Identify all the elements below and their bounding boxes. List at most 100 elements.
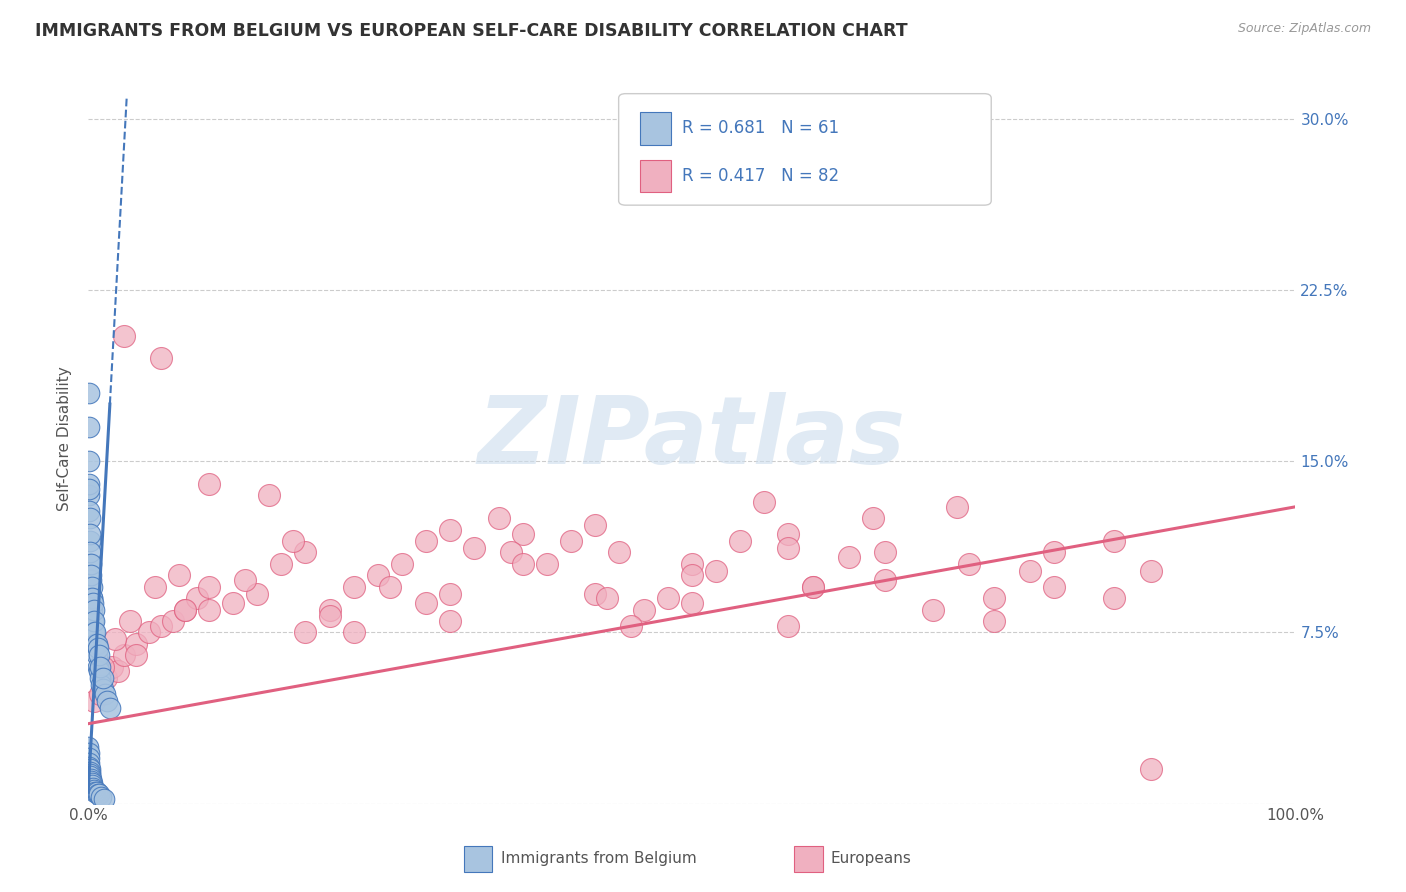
Point [80, 776, 103, 790]
Point [983, 591, 1005, 606]
Point [560, 534, 582, 549]
Point [1043, 545, 1066, 559]
Point [838, 549, 860, 564]
Point [620, 618, 643, 632]
Point [198, 477, 221, 491]
Point [94, 687, 117, 701]
Point [512, 527, 534, 541]
Text: ZIPatlas: ZIPatlas [478, 392, 905, 484]
Point [439, 614, 461, 628]
Point [499, 545, 522, 559]
Point [91, 671, 114, 685]
Point [82, 591, 104, 606]
Point [596, 591, 619, 606]
Point [86, 648, 108, 663]
Point [946, 500, 969, 514]
Point [84, 785, 107, 799]
Point [79, 769, 101, 783]
Point [87, 664, 110, 678]
Point [873, 573, 896, 587]
Point [583, 518, 606, 533]
Point [77, 739, 100, 754]
Point [87, 659, 110, 673]
Point [873, 545, 896, 559]
Point [79, 545, 101, 559]
Point [681, 557, 703, 571]
Text: R = 0.681   N = 61: R = 0.681 N = 61 [682, 120, 839, 137]
Point [80, 573, 103, 587]
Point [90, 789, 112, 804]
Point [536, 557, 558, 571]
Point [270, 557, 292, 571]
Point [96, 694, 118, 708]
Point [87, 788, 110, 802]
Point [778, 541, 800, 555]
Text: IMMIGRANTS FROM BELGIUM VS EUROPEAN SELF-CARE DISABILITY CORRELATION CHART: IMMIGRANTS FROM BELGIUM VS EUROPEAN SELF… [35, 22, 908, 40]
Point [378, 580, 401, 594]
Point [149, 351, 172, 366]
Point [609, 545, 631, 559]
Point [167, 568, 190, 582]
Point [439, 586, 461, 600]
Point [125, 637, 148, 651]
Text: Europeans: Europeans [831, 852, 912, 866]
Point [79, 760, 101, 774]
Point [149, 618, 172, 632]
Point [138, 625, 160, 640]
Point [801, 580, 824, 594]
Point [1139, 564, 1161, 578]
Point [101, 659, 124, 673]
Point [222, 596, 245, 610]
Point [84, 637, 107, 651]
Point [79, 527, 101, 541]
Point [86, 637, 108, 651]
Point [367, 568, 389, 582]
Point [801, 580, 824, 594]
Point [318, 609, 340, 624]
Text: R = 0.417   N = 82: R = 0.417 N = 82 [682, 167, 839, 185]
Point [198, 580, 221, 594]
Point [77, 385, 100, 400]
Point [143, 580, 166, 594]
Point [87, 788, 110, 802]
Point [120, 614, 142, 628]
Point [318, 602, 340, 616]
Point [633, 602, 655, 616]
Point [87, 648, 110, 663]
Point [80, 557, 103, 571]
Point [704, 564, 727, 578]
Point [83, 694, 105, 708]
Point [488, 511, 510, 525]
Point [79, 504, 101, 518]
Point [657, 591, 679, 606]
Point [512, 557, 534, 571]
Point [83, 783, 105, 797]
Point [77, 756, 100, 770]
Point [79, 482, 101, 496]
Point [82, 602, 104, 616]
Point [391, 557, 413, 571]
Point [246, 586, 269, 600]
Point [107, 664, 129, 678]
Point [82, 778, 104, 792]
Point [583, 586, 606, 600]
Point [778, 527, 800, 541]
Point [294, 545, 316, 559]
Point [82, 596, 104, 610]
Point [1018, 564, 1040, 578]
Point [77, 751, 100, 765]
Point [343, 625, 366, 640]
Point [959, 557, 981, 571]
Point [79, 511, 101, 525]
Point [79, 534, 101, 549]
Point [83, 602, 105, 616]
Point [1104, 591, 1126, 606]
Point [87, 641, 110, 656]
Point [754, 495, 776, 509]
Point [84, 625, 107, 640]
Point [439, 523, 461, 537]
Y-axis label: Self-Care Disability: Self-Care Disability [58, 366, 72, 511]
Point [1104, 534, 1126, 549]
Point [93, 792, 115, 806]
Point [186, 591, 208, 606]
